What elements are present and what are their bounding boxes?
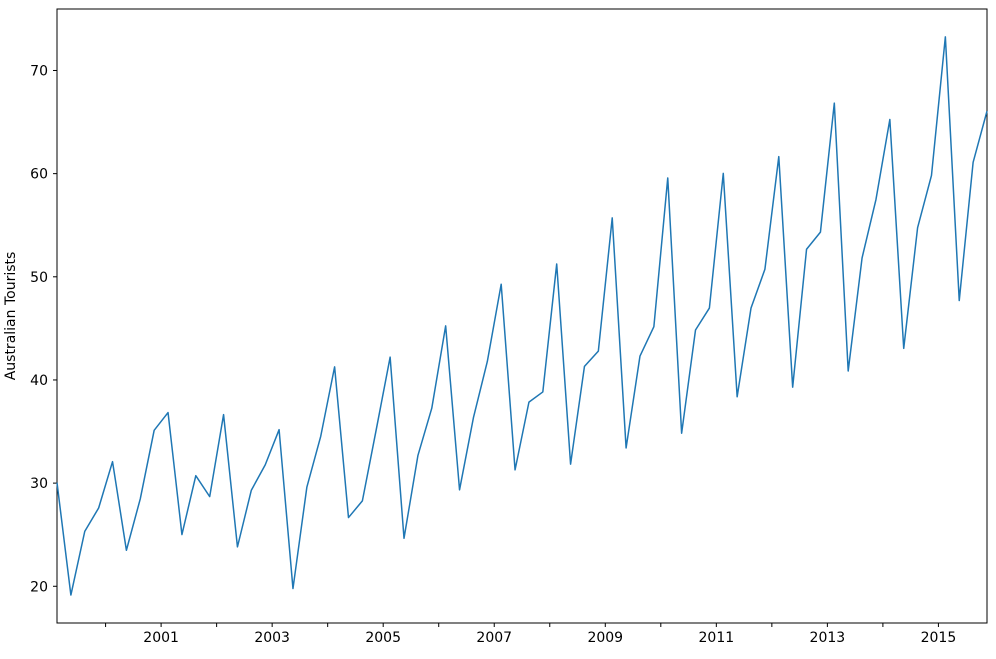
x-tick-label: 2005 bbox=[365, 630, 401, 646]
axes-frame bbox=[56, 8, 988, 624]
x-tick-label: 2003 bbox=[254, 630, 290, 646]
x-tick-label: 2001 bbox=[143, 630, 179, 646]
x-tick-label: 2015 bbox=[921, 630, 957, 646]
y-tick-label: 50 bbox=[30, 270, 48, 286]
x-tick-label: 2013 bbox=[810, 630, 846, 646]
y-tick-label: 40 bbox=[30, 373, 48, 389]
series-line bbox=[56, 36, 988, 596]
y-tick-label: 20 bbox=[30, 579, 48, 595]
y-tick-label: 70 bbox=[30, 63, 48, 79]
y-axis-label: Australian Tourists bbox=[3, 252, 19, 381]
x-tick-label: 2007 bbox=[476, 630, 512, 646]
x-tick-label: 2011 bbox=[699, 630, 735, 646]
y-tick-label: 30 bbox=[30, 476, 48, 492]
x-tick-label: 2009 bbox=[587, 630, 623, 646]
y-tick-label: 60 bbox=[30, 167, 48, 183]
